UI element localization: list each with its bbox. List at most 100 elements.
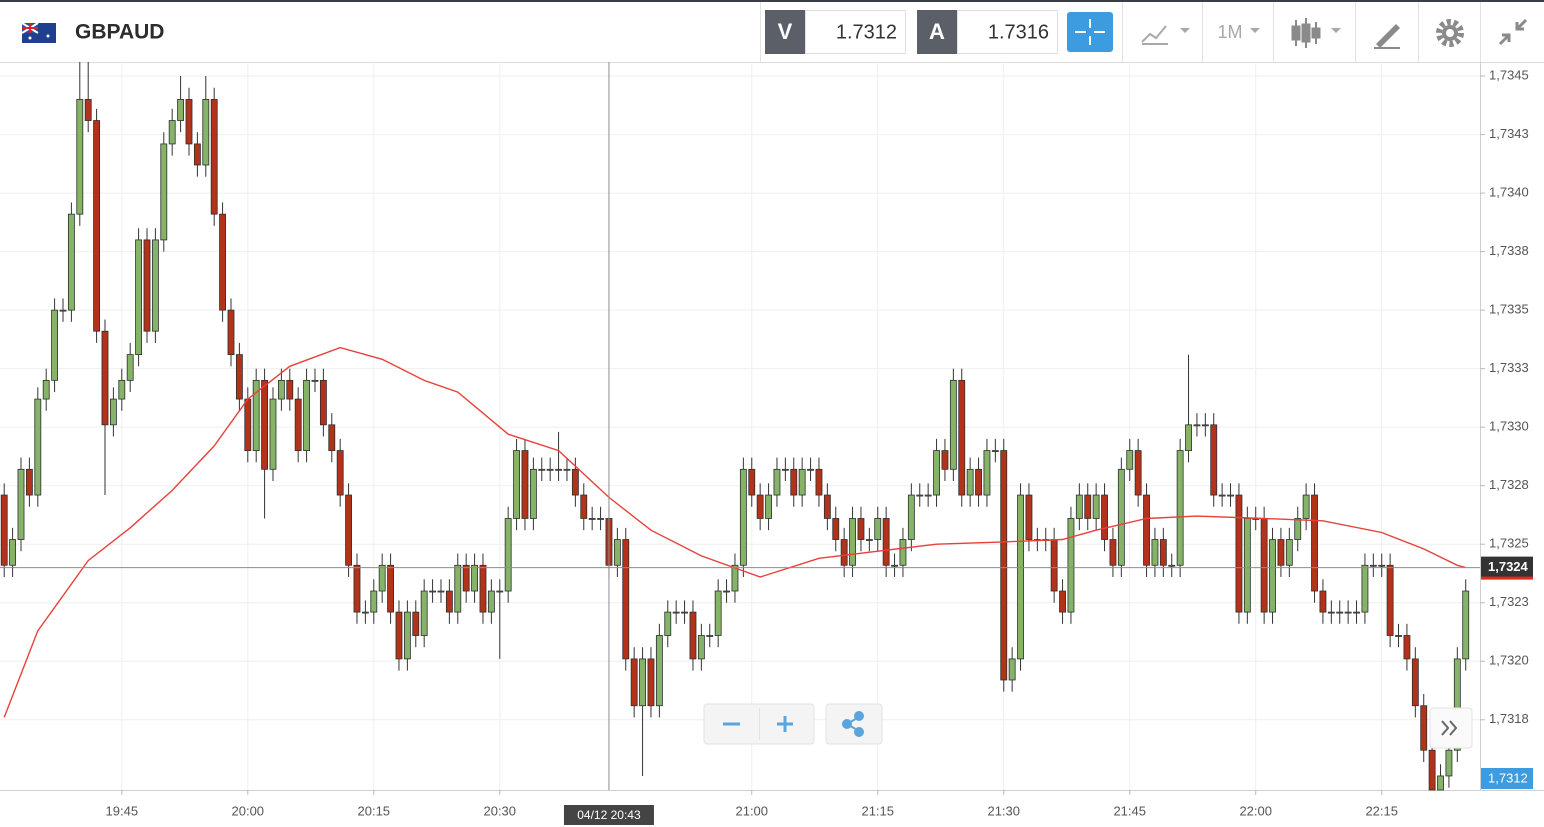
candle-body bbox=[126, 354, 134, 381]
candle-body bbox=[496, 590, 504, 593]
candle-body bbox=[353, 564, 361, 613]
candle-body bbox=[689, 611, 697, 660]
crosshair-y-label: 1,7324 bbox=[1488, 559, 1529, 574]
candle-body bbox=[177, 99, 185, 121]
candle-body bbox=[51, 309, 59, 381]
crosshair-y-label-bar bbox=[1481, 576, 1533, 580]
candle-body bbox=[571, 468, 579, 496]
zoom-in[interactable] bbox=[777, 716, 793, 732]
y-tick-label: 1,7318 bbox=[1489, 711, 1529, 726]
candle-body bbox=[1126, 450, 1134, 470]
candle-body bbox=[17, 468, 25, 540]
bid-tag-box bbox=[765, 10, 805, 54]
chart-type-button[interactable] bbox=[1141, 25, 1190, 45]
candle-body bbox=[672, 611, 680, 614]
crosshair-y-label-box bbox=[1481, 556, 1533, 579]
bid-price[interactable]: 1.7312 bbox=[836, 21, 897, 43]
candle-body bbox=[1311, 494, 1318, 592]
candle-body bbox=[286, 379, 294, 400]
candle-body bbox=[513, 450, 520, 519]
candle-body bbox=[891, 564, 898, 567]
candle-body bbox=[1117, 468, 1125, 566]
share-button[interactable] bbox=[842, 711, 864, 737]
candle-body bbox=[1109, 539, 1117, 566]
top-border bbox=[0, 0, 1544, 2]
candle-body bbox=[84, 99, 92, 121]
candle-body bbox=[269, 398, 277, 470]
settings-button[interactable] bbox=[1436, 19, 1464, 47]
candle-body bbox=[1285, 539, 1293, 566]
candle-style-button[interactable] bbox=[1291, 18, 1341, 48]
candle-body bbox=[807, 468, 814, 471]
x-tick-label: 20:00 bbox=[232, 803, 265, 818]
candle-body bbox=[1403, 635, 1411, 660]
candle-body bbox=[597, 518, 604, 520]
candle-body bbox=[261, 379, 269, 470]
candle-body bbox=[219, 213, 227, 311]
bid-box[interactable] bbox=[805, 10, 906, 54]
candle-body bbox=[765, 494, 772, 519]
candle-body bbox=[714, 590, 722, 636]
candle-body bbox=[34, 398, 42, 496]
ask-box[interactable] bbox=[957, 10, 1058, 54]
candle-body bbox=[193, 143, 201, 166]
candle-body bbox=[664, 611, 672, 636]
candle-body bbox=[697, 635, 705, 660]
plot bbox=[0, 62, 1470, 791]
period-button[interactable]: 1M bbox=[1217, 22, 1242, 42]
x-tick-label: 21:00 bbox=[735, 803, 768, 818]
y-tick-label: 1,7323 bbox=[1489, 594, 1529, 609]
candle-body bbox=[1327, 611, 1335, 614]
candle-body bbox=[723, 590, 730, 593]
candle-body bbox=[319, 379, 327, 426]
scroll-end-button[interactable] bbox=[1429, 707, 1473, 749]
candle-body bbox=[798, 468, 806, 496]
candle-body bbox=[168, 120, 176, 145]
collapse-button[interactable] bbox=[1498, 18, 1528, 46]
candle-body bbox=[874, 518, 882, 540]
candle-body bbox=[857, 518, 865, 540]
candle-body bbox=[387, 564, 395, 613]
candle-body bbox=[1235, 494, 1243, 613]
x-tick-label: 20:15 bbox=[358, 803, 391, 818]
candle-body bbox=[1008, 658, 1016, 681]
candle-body bbox=[1000, 450, 1008, 681]
crosshair-button[interactable] bbox=[1067, 12, 1113, 52]
symbol: GBPAUD bbox=[75, 21, 164, 44]
draw-button[interactable] bbox=[1374, 24, 1400, 49]
x-tick-label: 22:15 bbox=[1365, 803, 1398, 818]
candle-body bbox=[1227, 494, 1234, 497]
candle-body bbox=[1218, 494, 1226, 497]
ask-tag-box bbox=[917, 10, 957, 54]
x-tick-label: 21:15 bbox=[861, 803, 894, 818]
y-tick-label: 1,7320 bbox=[1489, 653, 1529, 668]
candle-body bbox=[9, 539, 17, 566]
candle-body bbox=[1260, 518, 1268, 613]
candle-body bbox=[1445, 749, 1453, 777]
share-panel bbox=[825, 703, 883, 745]
header-separators bbox=[1122, 2, 1481, 62]
candle-body bbox=[0, 494, 8, 566]
candle-body bbox=[336, 450, 344, 496]
candle-body bbox=[277, 379, 285, 400]
candle-body bbox=[109, 398, 117, 426]
candle-body bbox=[739, 468, 747, 566]
ask-price[interactable]: 1.7316 bbox=[988, 21, 1049, 43]
candle-body bbox=[958, 379, 966, 496]
y-tick-label: 1,7338 bbox=[1489, 243, 1529, 258]
candle-body bbox=[840, 539, 848, 566]
candle-body bbox=[42, 379, 50, 400]
candle-body bbox=[1092, 494, 1100, 519]
x-tick-label: 21:30 bbox=[987, 803, 1020, 818]
candle-body bbox=[1453, 658, 1461, 751]
candle-body bbox=[378, 564, 386, 592]
candle-body bbox=[1428, 749, 1436, 791]
candle-body bbox=[941, 450, 949, 470]
x-tick-label: 20:30 bbox=[483, 803, 516, 818]
candle-body bbox=[1319, 590, 1327, 613]
flag bbox=[21, 22, 56, 43]
candle-body bbox=[135, 239, 143, 356]
candle-body bbox=[588, 518, 596, 520]
candle-body bbox=[655, 635, 663, 707]
candle-body bbox=[647, 658, 655, 707]
